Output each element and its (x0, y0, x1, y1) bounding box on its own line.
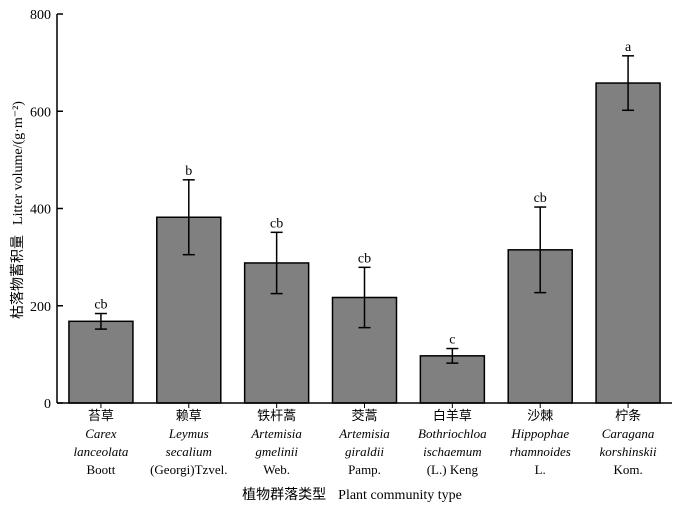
category-cn-4: 白羊草 (433, 408, 472, 424)
significance-label-3: cb (358, 251, 371, 266)
significance-label-6: a (625, 40, 632, 55)
significance-label-0: cb (94, 298, 107, 313)
y-axis-title: 枯落物蓄积量 Litter volume/(g·m⁻²) (9, 101, 26, 319)
labels-layer: cb 苔草 Carex lanceolata Boott b 赖草 Leymus secaliu… (30, 8, 657, 477)
bar-0 (68, 320, 134, 404)
y-tick-label-2: 400 (30, 203, 51, 218)
significance-label-4: c (449, 333, 455, 348)
category-cn-3: 茭蒿 (351, 409, 377, 424)
category-author-2: Web. (263, 462, 290, 477)
category-latin2-1: secalium (166, 444, 212, 459)
category-latin1-0: Carex (85, 426, 117, 441)
category-cn-5: 沙棘 (527, 409, 553, 424)
y-axis-title-en: Litter volume/(g·m⁻²) (11, 101, 26, 225)
x-axis-title-cn: 植物群落类型 (242, 487, 326, 503)
significance-label-2: cb (270, 216, 283, 231)
significance-label-5: cb (534, 191, 547, 206)
bars-layer (68, 55, 661, 404)
category-latin2-3: giraldii (345, 444, 384, 459)
category-author-0: Boott (86, 462, 115, 477)
category-cn-2: 铁杆蒿 (257, 409, 296, 424)
category-latin1-2: Artemisia (250, 426, 302, 441)
category-latin2-5: rhamnoides (510, 444, 571, 459)
y-tick-label-0: 0 (44, 397, 51, 412)
category-cn-0: 苔草 (88, 409, 114, 424)
x-axis-title: 植物群落类型 Plant community type (242, 486, 462, 503)
category-latin1-5: Hippophae (510, 426, 569, 441)
category-cn-1: 赖草 (176, 409, 202, 424)
category-latin1-3: Artemisia (338, 426, 390, 441)
category-latin1-6: Caragana (602, 426, 655, 441)
category-latin2-2: gmelinii (255, 444, 298, 459)
category-latin1-4: Bothriochloa (418, 426, 487, 441)
y-tick-label-1: 200 (30, 300, 51, 315)
category-author-5: L. (535, 462, 546, 477)
x-axis-title-en: Plant community type (338, 488, 462, 503)
category-cn-6: 柠条 (615, 408, 641, 424)
axes-layer (56, 13, 672, 408)
category-author-4: (L.) Keng (427, 462, 479, 477)
category-author-1: (Georgi)Tzvel. (150, 462, 227, 477)
y-tick-label-3: 600 (30, 105, 51, 120)
y-tick-label-4: 800 (30, 8, 51, 23)
category-latin1-1: Leymus (168, 426, 209, 441)
significance-label-1: b (185, 164, 192, 179)
category-author-6: Kom. (613, 462, 642, 477)
y-axis-title-cn: 枯落物蓄积量 (10, 235, 26, 319)
category-latin2-4: ischaemum (423, 444, 482, 459)
category-latin2-0: lanceolata (73, 444, 128, 459)
category-author-3: Pamp. (348, 462, 381, 477)
bar-6 (595, 82, 661, 404)
category-latin2-6: korshinskii (600, 444, 657, 459)
